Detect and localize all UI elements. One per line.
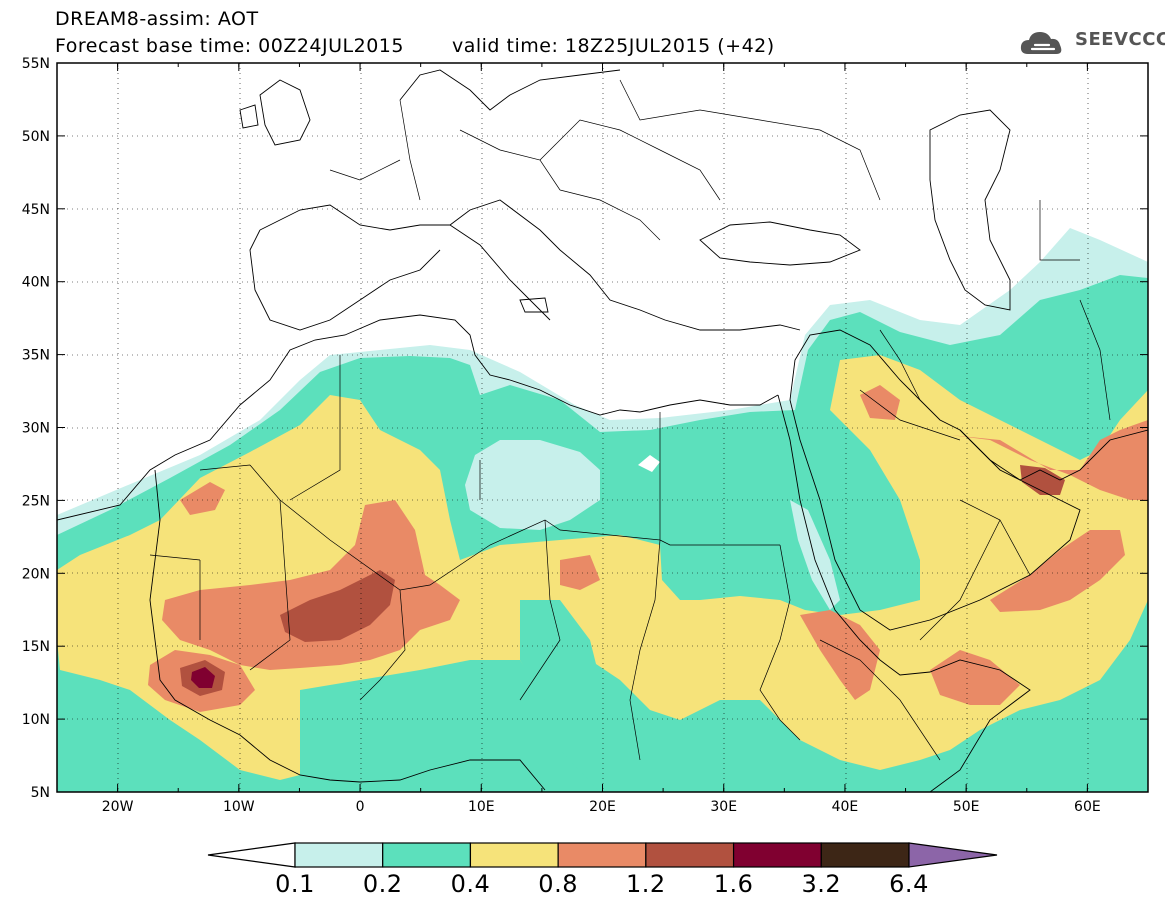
aot-fill-0.8-oman	[990, 530, 1125, 612]
colorbar-label: 0.2	[362, 870, 403, 898]
aot-fill-0.8-sudan	[560, 555, 600, 590]
lat-label-10N: 10N	[22, 712, 50, 728]
coastline-uk	[239, 79, 311, 146]
colorbar-high-arrow	[908, 842, 998, 868]
borders-africa	[149, 355, 941, 761]
lat-label-45N: 45N	[22, 202, 50, 218]
aot-contour-fills	[57, 228, 1148, 792]
lon-label-20W: 20W	[102, 799, 134, 815]
aot-fill-0.8-mauritania	[180, 482, 225, 515]
aot-fill-0.8-gulf	[950, 420, 1148, 500]
coastline-sicily	[519, 297, 549, 313]
colorbar-label: 0.8	[538, 870, 578, 898]
coastline-nw-africa	[57, 314, 779, 521]
aot-fill-0.8-sahel	[162, 500, 460, 670]
forecast-times: Forecast base time: 00Z24JUL2015 valid ti…	[55, 35, 775, 57]
lon-label-30E: 30E	[710, 799, 737, 815]
graticule	[57, 63, 1148, 792]
colorbar-label: 1.2	[626, 870, 666, 898]
aot-fill-1.2-mali	[280, 570, 395, 642]
coastline-west-africa	[149, 469, 546, 791]
lat-label-40N: 40N	[22, 275, 50, 291]
coastline-arabia	[789, 329, 1081, 631]
lon-label-50E: 50E	[953, 799, 980, 815]
colorbar-low-arrow	[207, 842, 296, 868]
coastlines-borders	[57, 69, 1148, 792]
latitude-labels: 55N 50N 45N 40N 35N 30N 25N 20N 15N 10N 5N	[22, 56, 50, 801]
aot-fill-1.6-senegal	[191, 667, 215, 688]
lat-label-50N: 50N	[22, 129, 50, 145]
coastline-europe	[249, 199, 801, 331]
colorbar-box	[645, 842, 735, 868]
base-time: Forecast base time: 00Z24JUL2015	[55, 35, 404, 57]
colorbar-box	[820, 842, 910, 868]
colorbar-label: 6.4	[889, 870, 929, 898]
aot-fill-egypt-clear	[638, 455, 660, 472]
colorbar-box	[294, 842, 384, 868]
aot-fill-0.8-ethiopia	[800, 610, 880, 700]
aot-fill-redsea-low	[790, 500, 840, 610]
coastline-red-sea	[777, 394, 1031, 792]
aot-fill-libya-low	[465, 440, 600, 530]
colorbar-box	[732, 842, 822, 868]
aot-fill-0.8-somalia	[930, 650, 1020, 705]
longitude-labels: 20W 10W 0 10E 20E 30E 40E 50E 60E	[102, 799, 1101, 815]
colorbar	[207, 842, 998, 868]
coastline-scandinavia	[399, 69, 621, 111]
aot-fill-0.8-syria	[860, 385, 900, 420]
colorbar-label: 0.1	[275, 870, 315, 898]
colorbar-box	[557, 842, 647, 868]
colorbar-box	[382, 842, 472, 868]
lon-label-10E: 10E	[468, 799, 495, 815]
colorbar-label: 3.2	[801, 870, 842, 898]
logo-text: SEEVCCC	[1075, 29, 1165, 50]
borders-middle-east	[859, 200, 1111, 641]
lat-label-35N: 35N	[22, 348, 50, 364]
lat-label-55N: 55N	[22, 56, 50, 72]
coastline-caspian	[929, 109, 1011, 311]
colorbar-label: 1.6	[713, 870, 754, 898]
colorbar-box	[469, 842, 559, 868]
aot-fill-0.4	[57, 355, 1148, 780]
lon-label-20E: 20E	[589, 799, 616, 815]
lon-label-60E: 60E	[1074, 799, 1101, 815]
valid-time: valid time: 18Z25JUL2015 (+42)	[451, 35, 775, 57]
lat-label-25N: 25N	[22, 493, 50, 509]
lon-label-10W: 10W	[223, 799, 255, 815]
lat-label-30N: 30N	[22, 421, 50, 437]
borders-europe	[329, 79, 881, 241]
colorbar-label: 0.4	[450, 870, 491, 898]
lon-label-40E: 40E	[832, 799, 859, 815]
lat-label-20N: 20N	[22, 566, 50, 582]
aot-fill-1.2-gulf	[1020, 465, 1065, 495]
aot-fill-central-teal	[520, 600, 600, 700]
tick-marks	[56, 62, 1149, 793]
coastline-persian-gulf	[959, 429, 1148, 481]
lat-label-5N: 5N	[31, 785, 50, 801]
cloud-logo-icon	[1020, 32, 1062, 54]
coastline-black-sea	[699, 221, 861, 266]
lat-label-15N: 15N	[22, 639, 50, 655]
map-title: DREAM8-assim: AOT	[55, 8, 259, 30]
lon-label-0: 0	[356, 799, 365, 815]
